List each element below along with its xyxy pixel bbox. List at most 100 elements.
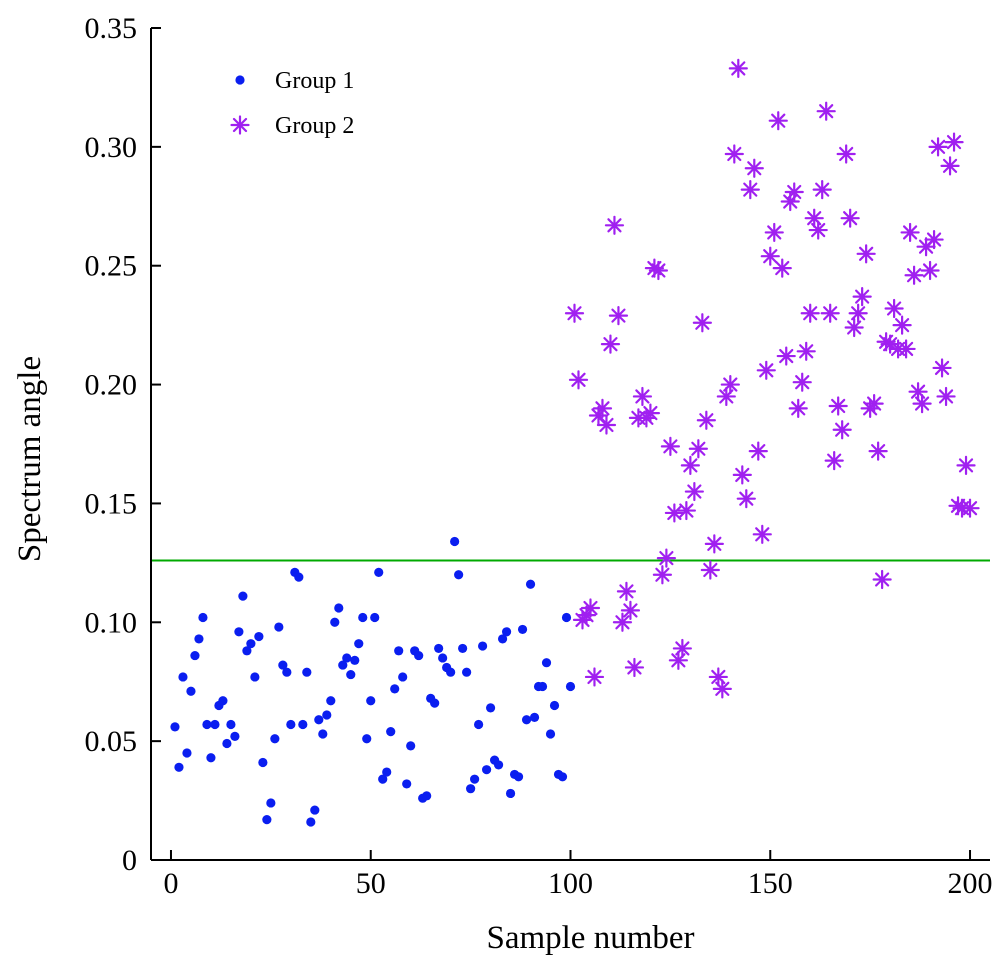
x-tick-label: 50 [356,867,386,900]
data-point [764,222,784,243]
data-point [462,667,472,677]
data-point [616,581,637,601]
data-point [564,303,585,323]
data-point [848,303,868,323]
data-point [330,617,340,627]
data-point [370,612,380,623]
data-point [596,415,617,435]
data-point [350,655,360,665]
data-point [246,639,256,649]
data-point [338,660,348,670]
data-point [282,667,292,677]
data-point [676,500,696,521]
data-point [422,791,432,801]
y-tick-label: 0.25 [85,250,138,283]
data-point [545,729,556,739]
data-point [640,403,661,423]
data-point [932,358,952,378]
legend-marker-group-1 [235,75,245,85]
x-tick-label: 200 [948,867,993,900]
data-point [680,455,700,475]
data-point [310,805,320,815]
data-point [956,455,976,475]
data-point [684,481,704,502]
x-tick-label: 150 [748,867,793,900]
data-point [254,631,264,642]
data-point [868,441,888,461]
data-point [262,814,272,825]
data-point [266,798,276,808]
data-point [493,760,504,770]
data-point [624,657,645,678]
data-point [796,341,816,361]
data-point [306,817,316,827]
data-point [648,260,668,281]
data-point [592,398,613,418]
data-point [724,144,744,164]
data-point [366,696,376,706]
data-point [525,579,536,589]
data-point [402,779,412,789]
data-point [474,719,484,730]
data-point [804,208,824,228]
data-point [430,698,440,708]
data-point [700,560,720,580]
data-point [226,719,236,730]
data-point [497,634,508,644]
data-point [190,650,200,661]
data-point [218,696,228,706]
data-point [454,570,464,580]
data-point [900,222,920,243]
data-point [728,58,748,79]
data-point [668,650,688,670]
data-point [466,784,476,794]
data-point [382,767,392,777]
data-point [438,653,448,663]
data-point [808,220,828,240]
x-tick-label: 0 [163,867,178,900]
data-point [732,465,752,485]
data-point [704,534,724,554]
data-point [960,498,980,518]
data-point [872,569,892,590]
data-point [580,598,601,618]
y-tick-label: 0.35 [85,12,138,45]
data-point [784,182,804,202]
data-point [270,734,280,744]
y-tick-label: 0.05 [85,725,138,758]
data-point [656,548,676,568]
series-layer [170,58,980,827]
y-axis-title: Spectrum angle [12,356,48,562]
data-point [904,265,924,285]
data-point [600,334,621,354]
data-point [832,420,852,440]
series-group-1 [170,536,576,827]
data-point [322,710,332,720]
data-point [768,111,788,131]
data-point [760,246,780,266]
data-point [478,641,488,651]
data-point [258,757,268,768]
data-point [864,393,884,414]
data-point [222,738,232,749]
data-point [174,762,184,772]
y-tick-label: 0.10 [85,606,138,639]
data-point [314,715,324,725]
data-point [482,765,492,775]
x-axis-title: Sample number [486,920,694,956]
y-tick-label: 0.15 [85,487,138,520]
data-point [896,339,916,359]
data-point [557,772,568,782]
data-point [852,287,872,307]
data-point [716,386,736,407]
x-tick-label: 100 [548,867,593,900]
data-point [458,643,468,654]
data-point [840,208,860,228]
data-point [565,681,576,692]
data-point [608,306,629,326]
data-point [390,684,400,694]
data-point [434,643,444,654]
data-point [856,244,876,264]
data-point [294,572,304,582]
data-point [828,396,848,416]
